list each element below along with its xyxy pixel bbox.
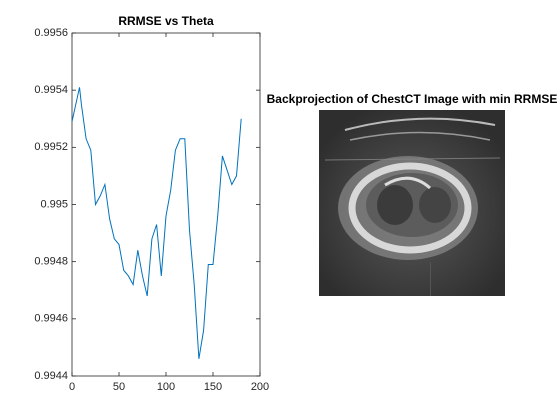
x-tick-label: 200 <box>251 381 269 393</box>
line-plot: 0 50 100 150 200 0.9944 0.9946 0.9948 0.995 0.995… <box>34 27 269 393</box>
image-title: Backprojection of ChestCT Image with min… <box>267 92 558 106</box>
y-tick-label: 0.9954 <box>34 84 68 96</box>
y-tick-label: 0.9956 <box>34 27 68 39</box>
y-tick-label: 0.9948 <box>34 256 68 268</box>
x-tick-label: 0 <box>69 381 75 393</box>
axes-box <box>71 32 261 377</box>
y-tick-label: 0.9944 <box>34 370 68 382</box>
x-tick-label: 100 <box>157 381 175 393</box>
ct-image <box>319 110 505 296</box>
y-tick-label: 0.9952 <box>34 141 68 153</box>
data-line <box>71 87 242 359</box>
chart-title: RRMSE vs Theta <box>118 14 214 28</box>
y-tick-label: 0.995 <box>40 198 68 210</box>
y-tick-label: 0.9946 <box>34 313 68 325</box>
x-tick-label: 150 <box>204 381 222 393</box>
x-tick-label: 50 <box>113 381 125 393</box>
